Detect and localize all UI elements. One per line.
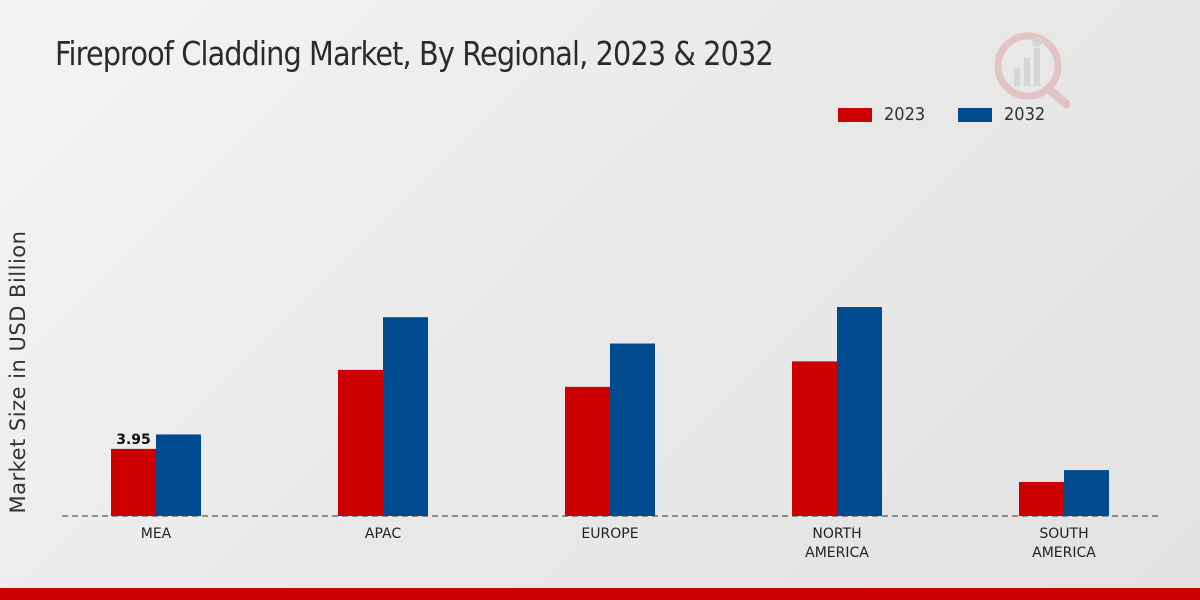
x-tick-label-mea: MEA xyxy=(141,526,172,542)
x-tick-label-north-america-line0: NORTH xyxy=(812,526,861,542)
x-tick-label-europe: EUROPE xyxy=(581,526,638,542)
bar-2032-europe xyxy=(610,343,655,516)
bar-2032-north-america xyxy=(837,307,882,516)
x-tick-label-apac: APAC xyxy=(365,526,401,542)
x-tick-label-north-america-line1: AMERICA xyxy=(805,545,869,561)
bar-2032-apac xyxy=(383,317,428,516)
legend-swatch-2032 xyxy=(958,107,992,122)
legend-item-2023: 2023 xyxy=(838,104,930,125)
legend-label-2032: 2032 xyxy=(1004,104,1046,125)
legend-label-2023: 2023 xyxy=(884,104,926,125)
data-label-2023-mea: 3.95 xyxy=(116,432,151,448)
footer-bar xyxy=(0,588,1200,600)
legend-item-2032: 2032 xyxy=(958,104,1050,125)
bar-2023-south-america xyxy=(1019,482,1064,516)
bar-2032-south-america xyxy=(1064,470,1109,516)
bar-2023-apac xyxy=(338,369,383,516)
bar-2023-mea xyxy=(111,448,156,516)
x-tick-label-south-america-line1: AMERICA xyxy=(1032,545,1096,561)
brand-logo-icon xyxy=(994,32,1071,109)
bar-2023-north-america xyxy=(792,361,837,516)
legend-swatch-2023 xyxy=(838,107,872,122)
bar-2023-europe xyxy=(565,386,610,516)
bar-2032-mea xyxy=(156,434,201,516)
x-tick-label-south-america-line0: SOUTH xyxy=(1039,526,1088,542)
chart-title: Fireproof Cladding Market, By Regional, … xyxy=(55,34,774,73)
